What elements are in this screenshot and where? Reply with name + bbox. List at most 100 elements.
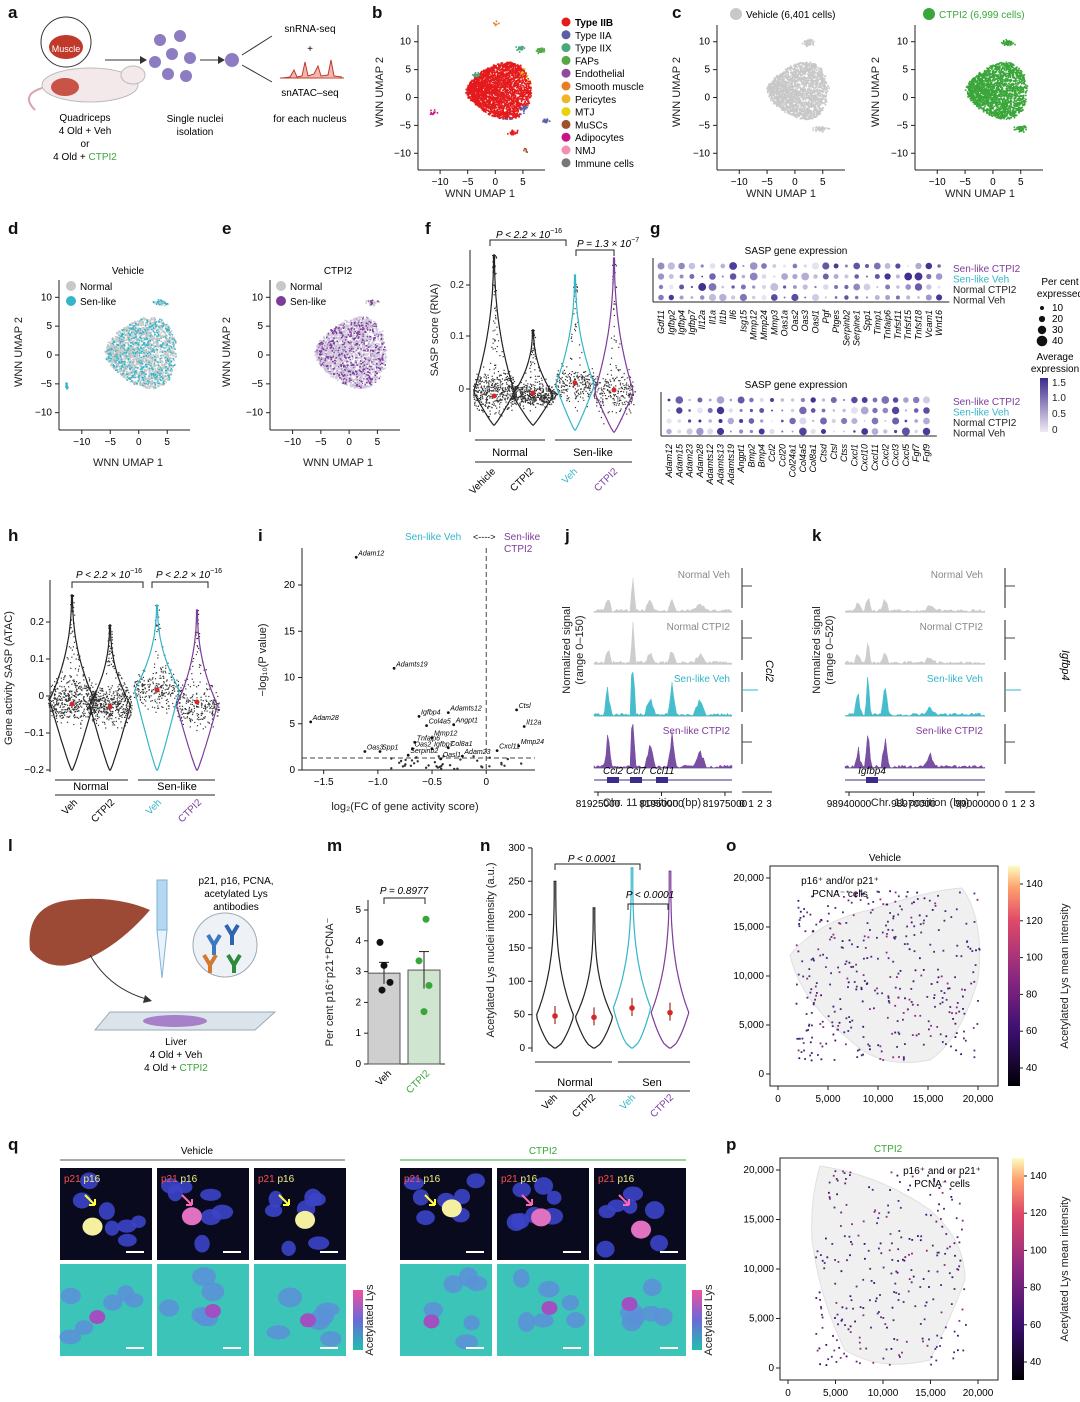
umap-cell: [777, 77, 779, 79]
atac-label: snATAC–seq: [281, 88, 338, 99]
umap-cell: [525, 107, 527, 109]
umap-cell: [430, 110, 432, 112]
umap-cell: [502, 90, 504, 92]
umap-cell: [766, 88, 768, 90]
umap-cell: [775, 84, 777, 86]
umap-cell: [489, 79, 491, 81]
umap-xtick-label: 5: [520, 177, 526, 188]
umap-cell: [779, 82, 781, 84]
umap-cell: [795, 100, 797, 102]
umap-cell: [518, 49, 520, 51]
legend-swatch-endothelial: [562, 69, 571, 78]
umap-cell: [801, 96, 803, 98]
legend-ctpi2-swatch: [923, 8, 935, 20]
umap-cell: [517, 113, 519, 115]
umap-cell: [795, 104, 797, 106]
umap-cell: [468, 88, 470, 90]
cohort-line-4: 4 Old + CTPI2: [53, 152, 117, 163]
umap-cell: [808, 116, 810, 118]
umap-cell: [807, 111, 809, 113]
umap-cell: [511, 104, 513, 106]
umap-cell: [808, 115, 810, 117]
legend-label-nmj: NMJ: [575, 146, 596, 157]
umap-cell: [537, 53, 539, 55]
umap-cell: [827, 85, 829, 87]
umap-cell: [791, 75, 793, 77]
umap-cell: [477, 90, 479, 92]
umap-cell: [503, 113, 505, 115]
umap-cell: [803, 64, 805, 66]
umap-cell: [494, 108, 496, 110]
arrow-4-icon: [242, 65, 272, 82]
isolation-line-2: isolation: [177, 127, 214, 138]
umap-cell: [530, 92, 532, 94]
umap-cell: [504, 63, 506, 65]
umap-cell: [520, 81, 522, 83]
umap-cell: [498, 103, 500, 105]
umap-cell: [512, 73, 514, 75]
panel-letter-c: c: [672, 3, 681, 22]
umap-cell: [802, 43, 804, 45]
legend-label-mtj: MTJ: [575, 108, 594, 119]
umap-cell: [516, 69, 518, 71]
umap-cell: [786, 103, 788, 105]
cohort-line-2: 4 Old + Veh: [59, 126, 112, 137]
umap-cell: [814, 114, 816, 116]
umap-cell: [502, 85, 504, 87]
legend-label-immune-cells: Immune cells: [575, 159, 634, 170]
umap-cell: [479, 97, 481, 99]
umap-cell: [523, 150, 525, 152]
umap-cell: [503, 115, 505, 117]
umap-cell: [515, 117, 517, 119]
single-nucleus-icon: [225, 53, 239, 67]
umap-cell: [815, 116, 817, 118]
umap-cell: [507, 74, 509, 76]
umap-cell: [524, 94, 526, 96]
umap-cell: [487, 79, 489, 81]
umap-cell: [493, 80, 495, 82]
umap-cell: [821, 98, 823, 100]
umap-cell: [526, 97, 528, 99]
umap-cell: [786, 77, 788, 79]
umap-cell: [528, 85, 530, 87]
umap-cell: [470, 86, 472, 88]
umap-cell: [485, 79, 487, 81]
quadriceps-icon: [51, 78, 79, 96]
umap-cell: [527, 105, 529, 107]
umap-cell: [510, 73, 512, 75]
umap-cell: [508, 80, 510, 82]
umap-cell: [815, 96, 817, 98]
umap-cell: [826, 91, 828, 93]
umap-cell: [503, 93, 505, 95]
umap-cell: [785, 81, 787, 83]
umap-cell: [797, 96, 799, 98]
umap-cell: [799, 67, 801, 69]
umap-cell: [803, 77, 805, 79]
umap-cell: [517, 111, 519, 113]
umap-cell: [792, 101, 794, 103]
umap-cell: [790, 103, 792, 105]
umap-cell: [517, 108, 519, 110]
umap-cell: [516, 132, 518, 134]
umap-cell: [771, 94, 773, 96]
umap-cell: [471, 88, 473, 90]
umap-cell: [774, 96, 776, 98]
umap-cell: [500, 64, 502, 66]
umap-cell: [496, 89, 498, 91]
umap-cell: [783, 98, 785, 100]
umap-cell: [520, 65, 522, 67]
umap-cell: [505, 92, 507, 94]
umap-cell: [525, 96, 527, 98]
umap-cell: [796, 114, 798, 116]
umap-cell: [523, 113, 525, 115]
umap-cell: [513, 131, 515, 133]
umap-cell: [794, 78, 796, 80]
umap-cell: [805, 67, 807, 69]
umap-cell: [488, 97, 490, 99]
umap-cell: [510, 102, 512, 104]
umap-cell: [791, 95, 793, 97]
umap-cell: [792, 97, 794, 99]
umap-cell: [469, 84, 471, 86]
umap-cell: [489, 113, 491, 115]
umap-cell: [824, 80, 826, 82]
